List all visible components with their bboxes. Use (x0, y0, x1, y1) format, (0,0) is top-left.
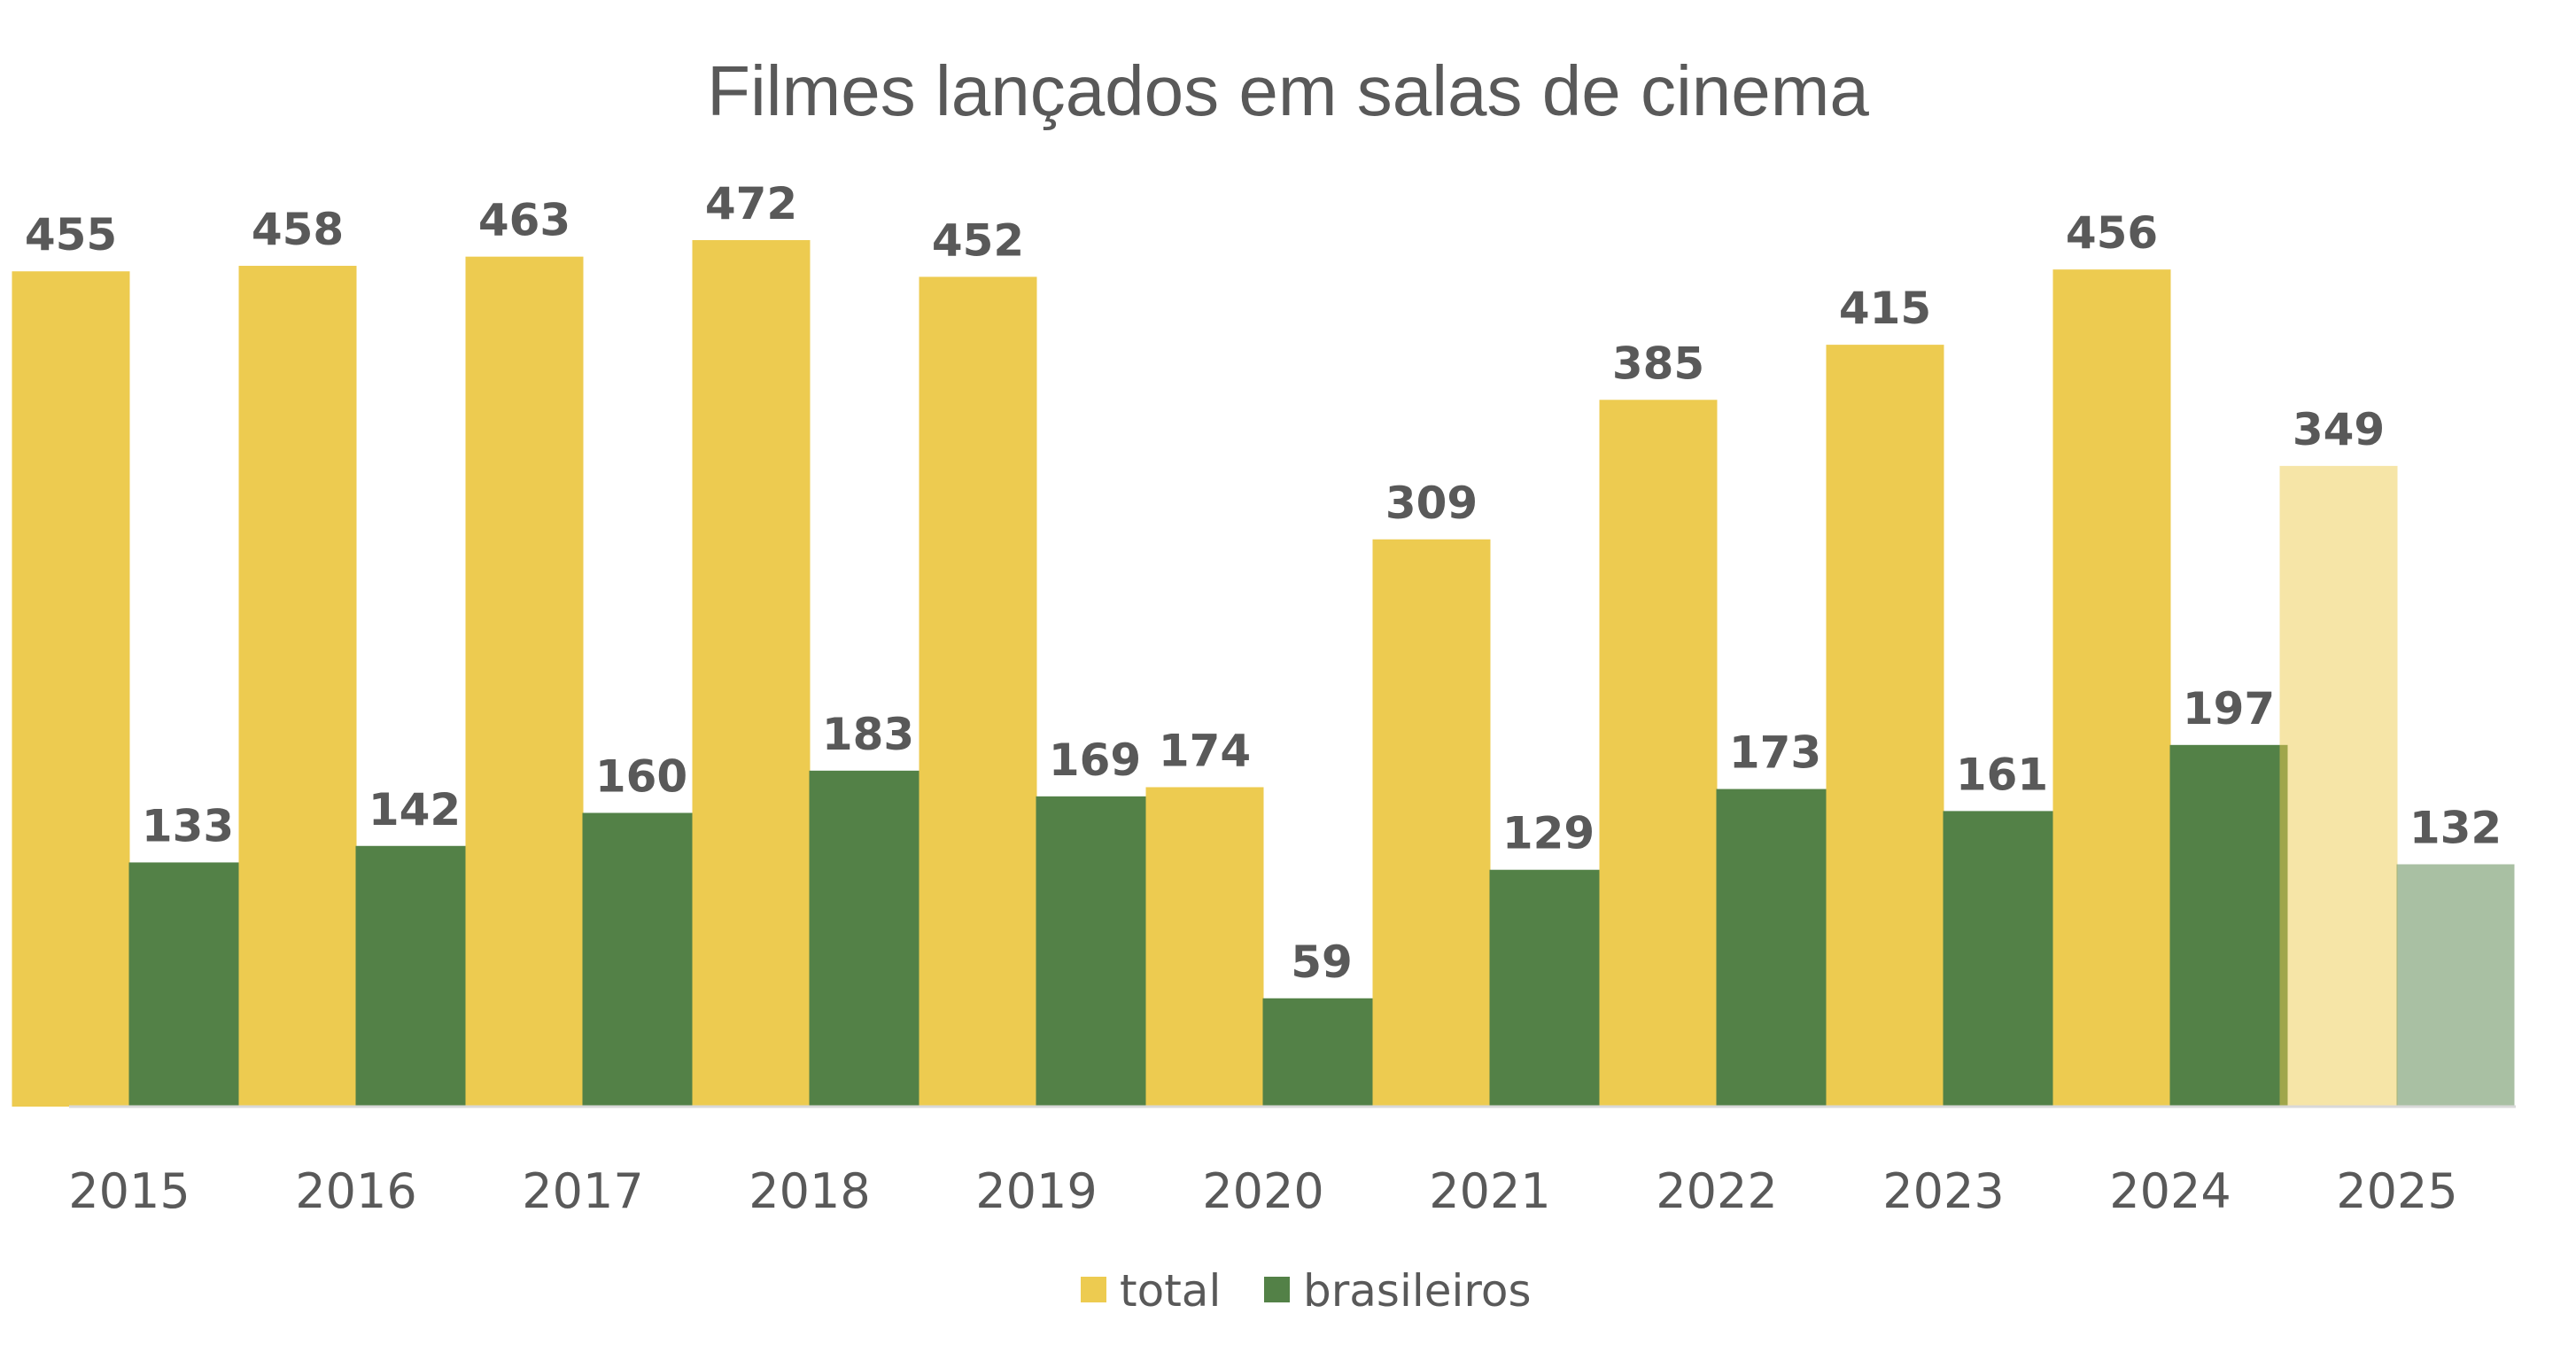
bar-brasileiros-2023 (1943, 811, 2061, 1107)
x-tick-label-2023: 2023 (1882, 1163, 2004, 1219)
data-label-total-2021: 309 (1385, 478, 1478, 529)
data-label-total-2015: 455 (25, 209, 117, 260)
data-label-brasileiros-2018: 183 (822, 709, 914, 760)
bar-total-2020 (1145, 787, 1264, 1107)
bar-brasileiros-2015 (128, 862, 247, 1107)
x-tick-label-2019: 2019 (975, 1163, 1097, 1219)
bar-total-2015 (12, 271, 130, 1107)
x-tick-labels: 2015 2016 2017 2018 2019 2020 2021 2022 2023 2024… (68, 1163, 2457, 1219)
bar-brasileiros-2022 (1716, 789, 1835, 1107)
bar-brasileiros-2018 (809, 770, 927, 1107)
x-tick-label-2025: 2025 (2336, 1163, 2457, 1219)
bars-group (12, 240, 2515, 1107)
data-label-brasileiros-2024: 197 (2183, 683, 2275, 734)
data-label-total-2017: 463 (478, 195, 570, 246)
bar-brasileiros-2021 (1489, 869, 1608, 1107)
data-label-total-2019: 452 (932, 214, 1024, 266)
legend-swatch-brasileiros (1264, 1277, 1290, 1302)
x-tick-label-2024: 2024 (2109, 1163, 2231, 1219)
bar-total-2016 (238, 266, 357, 1107)
x-tick-label-2016: 2016 (295, 1163, 416, 1219)
data-label-brasileiros-2021: 129 (1502, 808, 1594, 859)
data-label-total-2025: 349 (2293, 404, 2385, 455)
bar-total-2017 (465, 256, 584, 1107)
bar-brasileiros-2020 (1262, 998, 1381, 1107)
data-label-total-2020: 174 (1159, 725, 1251, 776)
x-tick-label-2017: 2017 (522, 1163, 643, 1219)
bar-brasileiros-2024 (2169, 744, 2288, 1107)
x-tick-label-2022: 2022 (1656, 1163, 1777, 1219)
bar-brasileiros-2025 (2396, 864, 2515, 1107)
legend-swatch-total (1081, 1277, 1106, 1302)
data-label-brasileiros-2022: 173 (1729, 727, 1821, 779)
data-label-brasileiros-2016: 142 (369, 784, 461, 835)
x-tick-label-2015: 2015 (68, 1163, 190, 1219)
data-label-total-2022: 385 (1612, 338, 1704, 389)
bar-total-2024 (2052, 269, 2171, 1107)
data-labels-group: 455 133 458 142 463 160 472 183 452 169 174 59 309 12… (25, 178, 2502, 988)
x-tick-label-2020: 2020 (1202, 1163, 1323, 1219)
x-tick-label-2021: 2021 (1429, 1163, 1550, 1219)
data-label-brasileiros-2017: 160 (595, 750, 687, 802)
data-label-brasileiros-2023: 161 (1956, 749, 2048, 800)
data-label-brasileiros-2020: 59 (1291, 936, 1353, 988)
bar-total-2025 (2279, 465, 2398, 1107)
bar-total-2023 (1826, 345, 1944, 1107)
bar-brasileiros-2019 (1036, 796, 1154, 1107)
data-label-brasileiros-2019: 169 (1049, 734, 1141, 786)
chart-title: Filmes lançados em salas de cinema (707, 51, 1869, 130)
x-tick-label-2018: 2018 (749, 1163, 870, 1219)
data-label-brasileiros-2025: 132 (2409, 802, 2502, 853)
legend-label-total: total (1120, 1265, 1221, 1317)
data-label-total-2016: 458 (252, 204, 344, 255)
bar-brasileiros-2017 (582, 812, 701, 1107)
data-label-brasileiros-2015: 133 (142, 800, 234, 851)
bar-brasileiros-2016 (355, 845, 474, 1107)
bar-total-2021 (1372, 539, 1491, 1107)
legend: total brasileiros (1081, 1265, 1532, 1317)
legend-label-brasileiros: brasileiros (1303, 1265, 1532, 1317)
bar-total-2018 (692, 240, 811, 1107)
data-label-total-2018: 472 (705, 178, 797, 229)
data-label-total-2023: 415 (1839, 283, 1931, 334)
bar-total-2022 (1599, 400, 1718, 1107)
data-label-total-2024: 456 (2066, 207, 2158, 259)
bar-total-2019 (919, 276, 1037, 1107)
